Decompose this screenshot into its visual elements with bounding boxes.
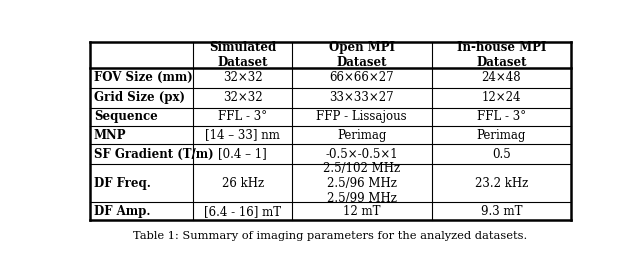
Text: [6.4 - 16] mT: [6.4 - 16] mT — [204, 205, 281, 218]
Text: Grid Size (px): Grid Size (px) — [94, 91, 185, 104]
Text: 2.5/102 MHz
2.5/96 MHz
2.5/99 MHz: 2.5/102 MHz 2.5/96 MHz 2.5/99 MHz — [323, 162, 400, 205]
Text: FFL - 3°: FFL - 3° — [218, 110, 268, 123]
Text: Perimag: Perimag — [337, 129, 387, 141]
Text: 26 kHz: 26 kHz — [221, 177, 264, 190]
Text: In-house MPI
Dataset: In-house MPI Dataset — [456, 41, 546, 69]
Text: 32×32: 32×32 — [223, 91, 262, 104]
Text: DF Freq.: DF Freq. — [94, 177, 151, 190]
Text: 12 mT: 12 mT — [343, 205, 381, 218]
Text: Perimag: Perimag — [477, 129, 526, 141]
Text: 23.2 kHz: 23.2 kHz — [475, 177, 528, 190]
Text: MNP: MNP — [94, 129, 126, 141]
Text: [0.4 – 1]: [0.4 – 1] — [218, 148, 267, 161]
Text: DF Amp.: DF Amp. — [94, 205, 150, 218]
Text: FFP - Lissajous: FFP - Lissajous — [316, 110, 407, 123]
Text: Table 1: Summary of imaging parameters for the analyzed datasets.: Table 1: Summary of imaging parameters f… — [133, 232, 527, 242]
Text: FFL - 3°: FFL - 3° — [477, 110, 526, 123]
Text: [14 – 33] nm: [14 – 33] nm — [205, 129, 280, 141]
Text: 33×33×27: 33×33×27 — [330, 91, 394, 104]
Text: 0.5: 0.5 — [492, 148, 511, 161]
Text: 66×66×27: 66×66×27 — [330, 71, 394, 84]
Text: Simulated
Dataset: Simulated Dataset — [209, 41, 276, 69]
Text: Open MPI
Dataset: Open MPI Dataset — [329, 41, 395, 69]
Text: SF Gradient (T/m): SF Gradient (T/m) — [94, 148, 214, 161]
Text: 9.3 mT: 9.3 mT — [481, 205, 522, 218]
Text: 12×24: 12×24 — [481, 91, 521, 104]
Text: 32×32: 32×32 — [223, 71, 262, 84]
Text: FOV Size (mm): FOV Size (mm) — [94, 71, 193, 84]
Text: 24×48: 24×48 — [481, 71, 521, 84]
Text: -0.5×-0.5×1: -0.5×-0.5×1 — [326, 148, 398, 161]
Text: Sequence: Sequence — [94, 110, 157, 123]
